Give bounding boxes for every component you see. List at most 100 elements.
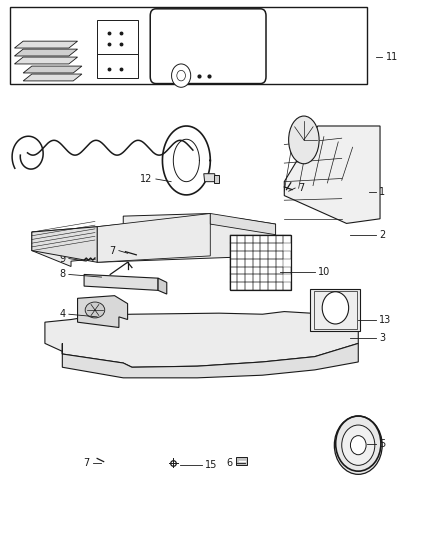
- Bar: [253, 259, 260, 266]
- Bar: [237, 266, 245, 274]
- Bar: [276, 274, 283, 282]
- Bar: [276, 266, 283, 274]
- Bar: [10, 7, 367, 84]
- Bar: [283, 251, 291, 259]
- Bar: [253, 235, 260, 243]
- Circle shape: [172, 64, 191, 87]
- Bar: [245, 243, 253, 251]
- Bar: [253, 282, 260, 290]
- Polygon shape: [97, 214, 210, 262]
- Polygon shape: [204, 174, 215, 182]
- Polygon shape: [84, 274, 158, 290]
- Bar: [245, 251, 253, 259]
- Polygon shape: [14, 49, 78, 56]
- Bar: [268, 282, 276, 290]
- Polygon shape: [23, 66, 82, 73]
- Text: 13: 13: [379, 314, 392, 325]
- Text: 6: 6: [227, 458, 233, 467]
- Bar: [97, 20, 138, 60]
- Bar: [230, 243, 237, 251]
- Bar: [276, 243, 283, 251]
- Bar: [230, 266, 237, 274]
- Bar: [260, 282, 268, 290]
- Bar: [237, 235, 245, 243]
- Bar: [276, 251, 283, 259]
- Polygon shape: [23, 74, 82, 81]
- Bar: [260, 235, 268, 243]
- Bar: [268, 235, 276, 243]
- Bar: [268, 259, 276, 266]
- Bar: [276, 259, 283, 266]
- Polygon shape: [214, 175, 219, 183]
- Circle shape: [322, 292, 349, 324]
- Bar: [283, 282, 291, 290]
- Text: 15: 15: [205, 461, 217, 470]
- Text: 10: 10: [318, 267, 331, 277]
- Ellipse shape: [289, 116, 319, 164]
- Text: 3: 3: [379, 333, 385, 343]
- Bar: [245, 282, 253, 290]
- Polygon shape: [158, 278, 167, 294]
- Bar: [245, 259, 253, 266]
- Ellipse shape: [85, 302, 105, 318]
- Bar: [276, 282, 283, 290]
- Bar: [268, 266, 276, 274]
- Bar: [260, 274, 268, 282]
- Circle shape: [342, 425, 375, 465]
- Bar: [253, 251, 260, 259]
- Polygon shape: [210, 214, 276, 235]
- Bar: [230, 259, 237, 266]
- Bar: [268, 251, 276, 259]
- Text: 8: 8: [59, 270, 65, 279]
- Bar: [237, 282, 245, 290]
- Polygon shape: [32, 227, 97, 262]
- Text: 5: 5: [379, 439, 385, 449]
- Polygon shape: [14, 57, 78, 64]
- Polygon shape: [237, 457, 247, 465]
- Polygon shape: [14, 41, 78, 48]
- Bar: [283, 266, 291, 274]
- Text: 4: 4: [59, 309, 65, 319]
- Bar: [268, 274, 276, 282]
- Bar: [230, 282, 237, 290]
- Bar: [237, 274, 245, 282]
- Text: 7: 7: [83, 458, 89, 467]
- Text: 2: 2: [379, 230, 385, 240]
- Bar: [276, 235, 283, 243]
- Text: 7: 7: [299, 183, 305, 193]
- Bar: [230, 235, 291, 290]
- Polygon shape: [45, 312, 358, 367]
- Circle shape: [350, 435, 366, 455]
- Bar: [237, 251, 245, 259]
- Bar: [230, 251, 237, 259]
- Circle shape: [177, 70, 185, 81]
- Bar: [237, 259, 245, 266]
- Bar: [314, 292, 357, 328]
- Bar: [230, 274, 237, 282]
- Bar: [283, 235, 291, 243]
- Bar: [311, 289, 360, 331]
- FancyBboxPatch shape: [150, 9, 266, 84]
- Bar: [245, 266, 253, 274]
- Bar: [97, 54, 138, 78]
- Text: 12: 12: [140, 174, 152, 184]
- Bar: [245, 274, 253, 282]
- Bar: [245, 235, 253, 243]
- Bar: [260, 243, 268, 251]
- Bar: [230, 235, 237, 243]
- Bar: [253, 266, 260, 274]
- Text: 1: 1: [379, 187, 385, 197]
- Circle shape: [334, 416, 382, 474]
- Text: 9: 9: [59, 254, 65, 263]
- Bar: [253, 274, 260, 282]
- Bar: [260, 266, 268, 274]
- Polygon shape: [78, 296, 127, 327]
- Polygon shape: [62, 343, 358, 378]
- Text: 11: 11: [386, 52, 398, 62]
- Bar: [237, 243, 245, 251]
- Bar: [260, 251, 268, 259]
- Bar: [260, 259, 268, 266]
- Polygon shape: [32, 214, 276, 266]
- Polygon shape: [284, 126, 380, 223]
- Bar: [253, 243, 260, 251]
